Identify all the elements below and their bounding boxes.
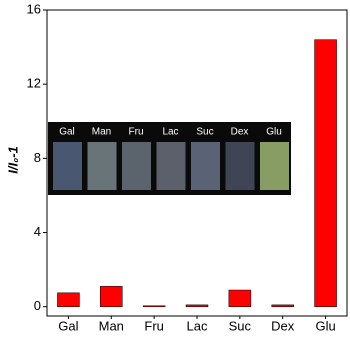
x-tick-label: Man [99,318,124,333]
inset-label: Fru [129,127,144,138]
y-tick-label: 16 [27,1,41,16]
x-tick-label: Suc [229,318,252,333]
bar [271,304,294,307]
y-tick-label: 8 [34,150,41,165]
inset-label: Man [92,127,111,138]
y-axis-label: I/I₀-1 [5,146,20,174]
bar [57,292,80,307]
plot-frame [46,9,348,317]
bar [228,289,252,307]
vial [122,142,151,190]
x-tick-label: Fru [144,318,164,333]
inset-label: Glu [266,127,282,138]
x-tick-label: Gal [58,318,78,333]
inset-label: Suc [196,127,213,138]
inset-label: Dex [231,127,249,138]
vial [53,142,82,190]
y-tick-label: 12 [27,76,41,91]
bar [100,286,123,307]
inset-label: Gal [59,127,75,138]
bar [185,304,209,307]
vial [87,142,117,190]
x-tick-label: Glu [315,318,335,333]
vial [191,142,220,190]
inset-label: Lac [162,127,178,138]
x-tick-label: Lac [187,318,208,333]
y-tick-label: 0 [34,298,41,313]
bar [142,305,166,307]
vial [260,142,289,190]
inset-photo: Gal Man Fru Lac Suc Dex Glu [48,122,291,195]
y-tick-label: 4 [34,224,41,239]
vial [225,142,255,190]
bar [314,39,337,307]
vial [156,142,186,190]
x-tick-label: Dex [271,318,295,333]
